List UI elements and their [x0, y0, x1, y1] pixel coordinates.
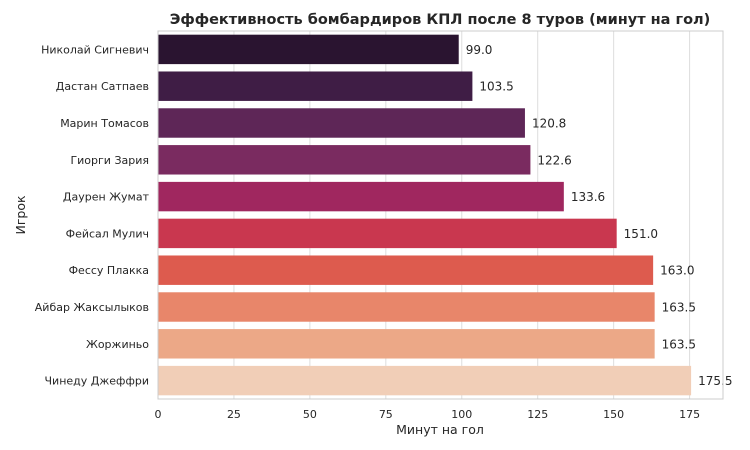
category-label: Фессу Плакка: [69, 264, 149, 277]
category-label: Дастан Сатпаев: [56, 80, 149, 93]
plot-frame: [157, 30, 724, 400]
bar: [158, 108, 525, 138]
x-tick-label: 125: [527, 408, 548, 421]
bar-value-label: 120.8: [532, 117, 566, 131]
x-ticks: 0 25 50 75 100 125 150 175: [155, 408, 701, 421]
bar-value-label: 151.0: [624, 227, 658, 241]
category-label: Чинеду Джеффри: [45, 375, 149, 388]
bar: [158, 145, 531, 175]
bar-value-label: 175.5: [698, 374, 732, 388]
category-label: Марин Томасов: [60, 117, 149, 130]
x-axis-label: Минут на гол: [396, 422, 484, 437]
category-label: Жоржиньо: [86, 338, 149, 351]
x-tick-label: 175: [679, 408, 700, 421]
bar-value-label: 133.6: [571, 190, 605, 204]
category-label: Айбар Жаксылыков: [35, 301, 149, 314]
bar: [158, 181, 564, 212]
chart-title: Эффективность бомбардиров КПЛ после 8 ту…: [170, 12, 711, 28]
category-label: Фейсал Мулич: [66, 227, 149, 240]
x-tick-label: 25: [227, 408, 241, 421]
x-tick-label: 100: [451, 408, 472, 421]
x-tick-label: 50: [303, 408, 317, 421]
bar: [158, 329, 655, 359]
x-tick-label: 75: [379, 408, 393, 421]
y-axis-label: Игрок: [13, 195, 28, 235]
bar-value-label: 163.5: [662, 337, 696, 351]
bar-value-label: 163.5: [662, 301, 696, 315]
value-labels: 99.0 103.5 120.8 122.6 133.6 151.0 163.0 163.5 1…: [466, 43, 733, 388]
bar: [158, 365, 692, 396]
bar-value-label: 122.6: [537, 153, 571, 167]
bar-value-label: 99.0: [466, 43, 493, 57]
category-label: Гиорги Зария: [70, 154, 149, 167]
category-labels: Николай Сигневич Дастан Сатпаев Марин Тома…: [35, 43, 150, 387]
bar: [158, 34, 459, 65]
bar-value-label: 163.0: [660, 264, 694, 278]
bar: [158, 218, 617, 249]
bar-value-label: 103.5: [479, 80, 513, 94]
bar: [158, 255, 654, 285]
bars: [158, 34, 692, 396]
x-tick-label: 0: [155, 408, 162, 421]
x-tick-label: 150: [603, 408, 624, 421]
bar: [158, 292, 655, 322]
category-label: Даурен Жумат: [63, 191, 150, 204]
category-label: Николай Сигневич: [41, 43, 149, 56]
bar: [158, 71, 473, 101]
